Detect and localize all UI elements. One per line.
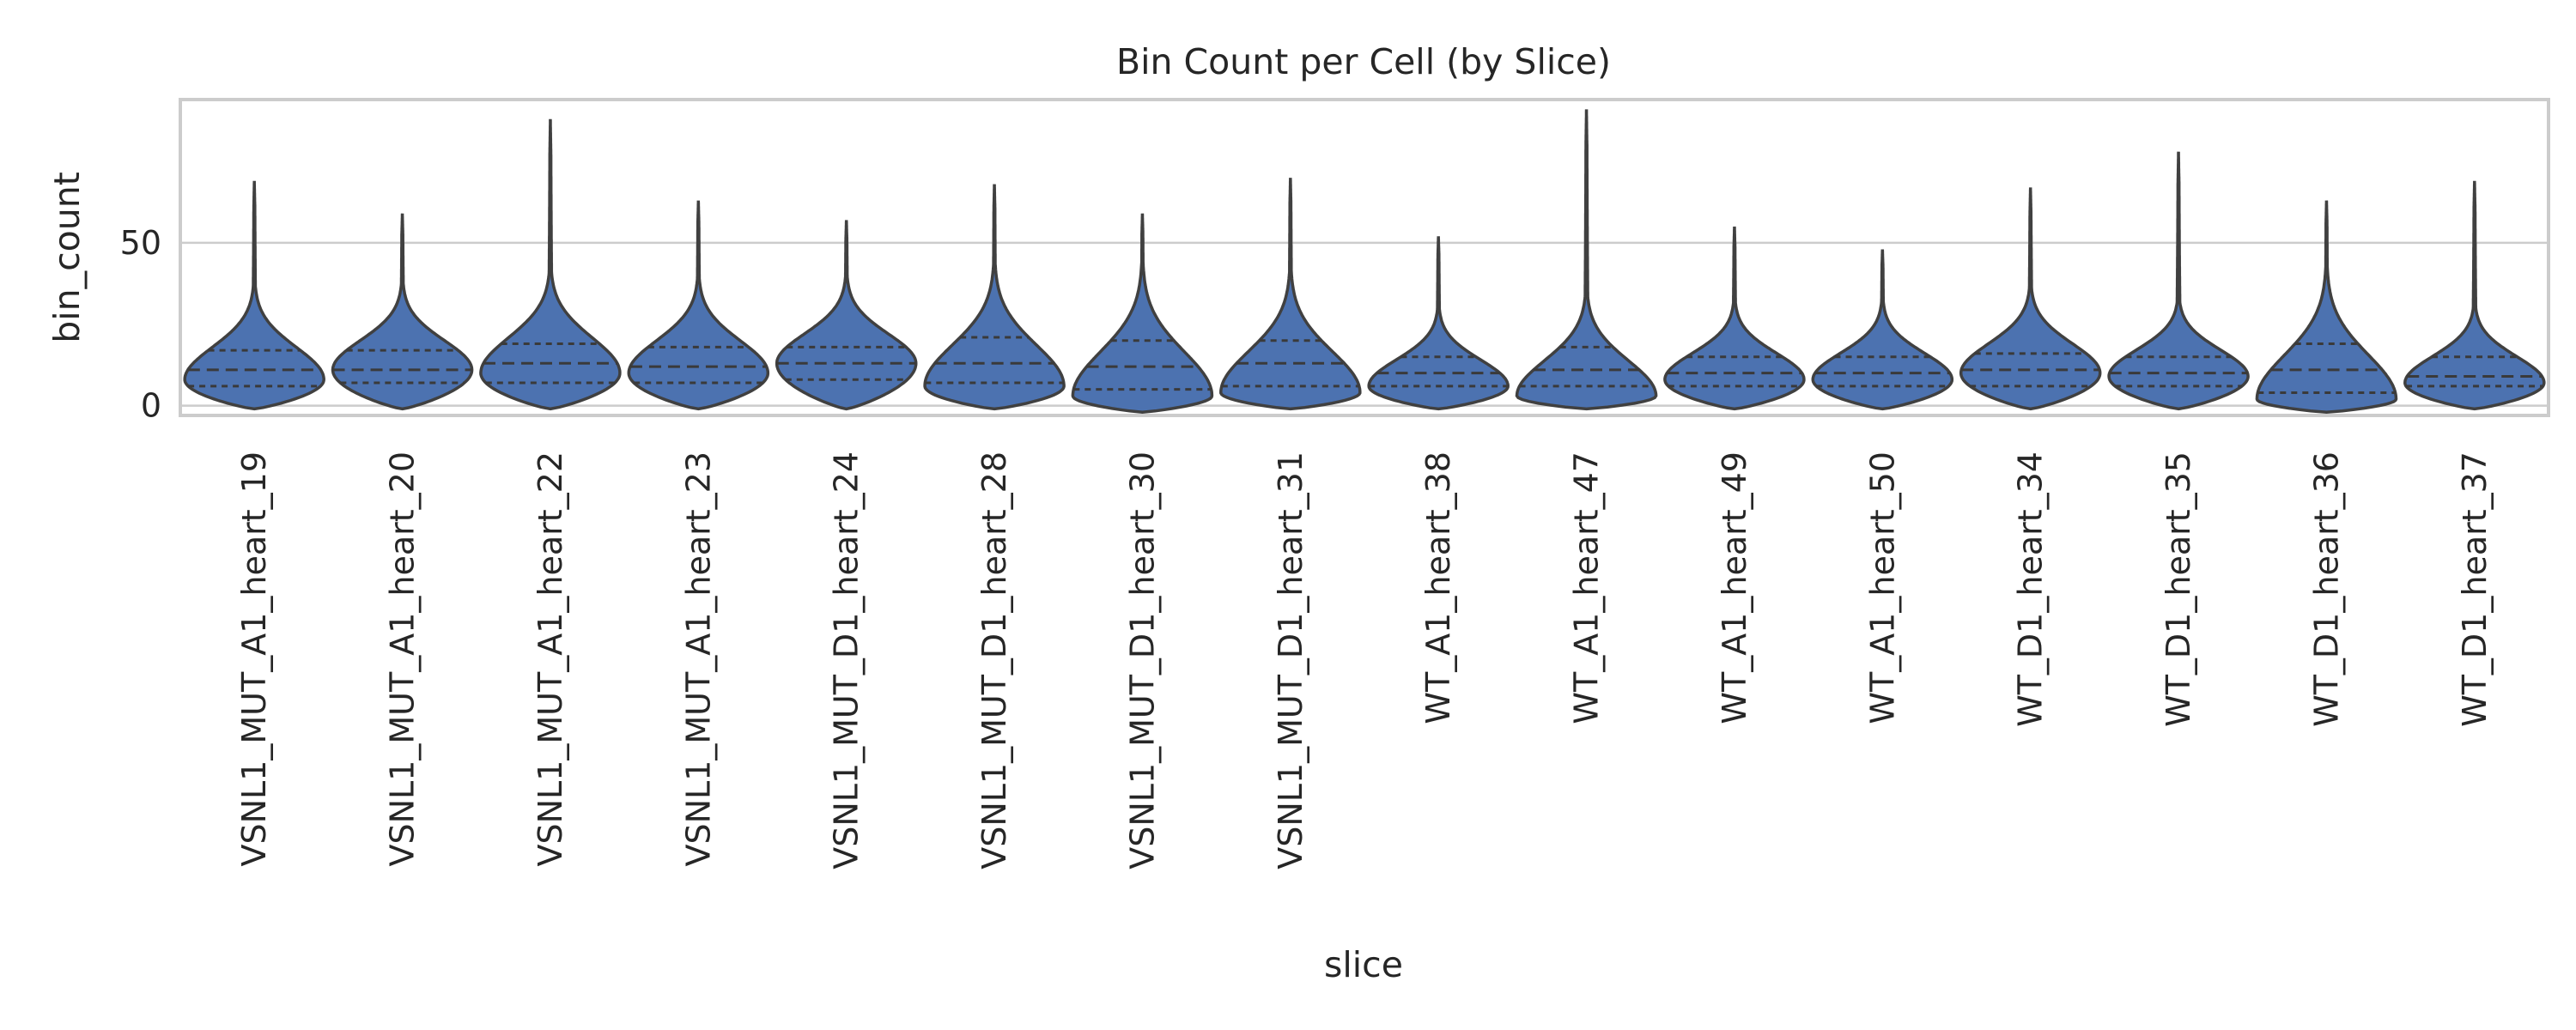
x-tick-label: WT_D1_heart_37	[2456, 451, 2494, 727]
x-tick-label: VSNL1_MUT_D1_heart_28	[975, 451, 1013, 869]
x-tick-label: VSNL1_MUT_A1_heart_19	[235, 451, 273, 867]
x-tick-label: VSNL1_MUT_A1_heart_22	[532, 451, 569, 867]
violin-15	[2255, 200, 2398, 414]
violin-13	[1959, 187, 2102, 411]
x-tick-label: WT_A1_heart_49	[1716, 451, 1753, 724]
gridlines	[180, 241, 2549, 407]
x-tick-label: WT_A1_heart_38	[1419, 451, 1457, 724]
x-tick-label: WT_D1_heart_36	[2307, 451, 2345, 727]
y-tick-label: 50	[120, 224, 161, 262]
violin-body	[1367, 236, 1510, 411]
x-tick-label: VSNL1_MUT_D1_heart_31	[1272, 451, 1309, 869]
x-tick-label: WT_D1_heart_34	[2012, 451, 2050, 727]
x-tick-label: WT_A1_heart_47	[1568, 451, 1606, 724]
x-axis-label: slice	[1324, 944, 1403, 985]
chart-title: Bin Count per Cell (by Slice)	[1116, 41, 1611, 82]
x-tick-label: VSNL1_MUT_D1_heart_30	[1123, 451, 1161, 869]
y-axis-label: bin_count	[46, 172, 88, 343]
violin-2	[331, 213, 474, 411]
violin-body	[2403, 180, 2546, 411]
x-tick-label: WT_D1_heart_35	[2160, 451, 2197, 727]
violin-3	[479, 118, 622, 411]
violin-14	[2107, 151, 2250, 411]
y-tick-label: 0	[141, 387, 161, 425]
violin-4	[627, 200, 770, 411]
violin-body	[2255, 200, 2398, 414]
violin-body	[1071, 213, 1214, 414]
violin-body	[331, 213, 474, 411]
violin-body	[627, 200, 770, 411]
x-tick-label: VSNL1_MUT_D1_heart_24	[828, 451, 866, 869]
violin-10	[1515, 109, 1658, 411]
x-tick-label: VSNL1_MUT_A1_heart_23	[679, 451, 717, 867]
violin-body	[1959, 187, 2102, 411]
plot-frame	[179, 98, 2550, 417]
violin-body	[923, 184, 1066, 411]
violin-body	[1219, 178, 1362, 411]
violin-11	[1663, 226, 1806, 411]
violin-12	[1811, 249, 1954, 411]
violin-8	[1219, 178, 1362, 411]
violin-body	[1515, 109, 1658, 411]
violin-6	[923, 184, 1066, 411]
violin-16	[2403, 180, 2546, 411]
violin-body	[183, 180, 325, 411]
violin-body	[479, 118, 622, 411]
violin-1	[183, 180, 325, 411]
x-tick-label: VSNL1_MUT_A1_heart_20	[384, 451, 422, 867]
violin-body	[2107, 151, 2250, 411]
violin-5	[775, 220, 918, 411]
violins	[183, 109, 2546, 414]
y-tick-labels: 0 50	[120, 224, 161, 425]
x-tick-label: WT_A1_heart_50	[1863, 451, 1901, 724]
violin-9	[1367, 236, 1510, 411]
violin-body	[1663, 226, 1806, 411]
x-tick-labels: VSNL1_MUT_A1_heart_19 VSNL1_MUT_A1_heart_…	[235, 451, 2494, 869]
violin-7	[1071, 213, 1214, 414]
